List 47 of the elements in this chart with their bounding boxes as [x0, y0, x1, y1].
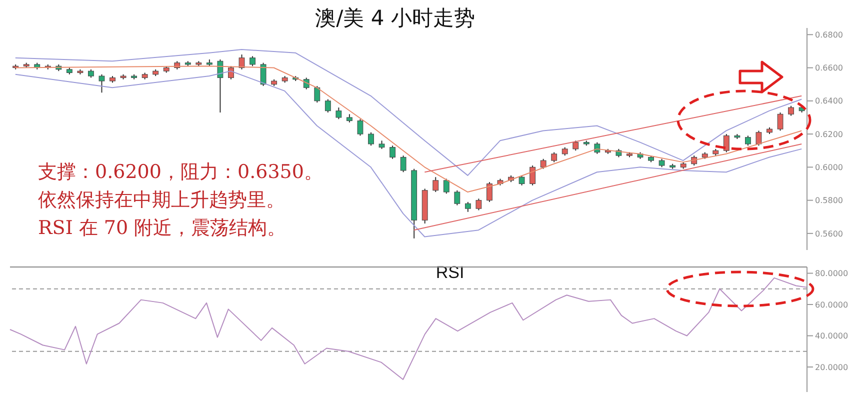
- candlestick: [260, 62, 266, 86]
- y-tick-label: 0.6400: [815, 96, 843, 106]
- candlestick: [486, 182, 492, 202]
- line-series: [14, 70, 802, 238]
- candlestick: [357, 118, 364, 136]
- line-series: [10, 277, 808, 380]
- candlestick: [443, 178, 450, 194]
- annotation: 依然保持在中期上升趋势里。: [38, 188, 286, 213]
- candlestick: [400, 155, 406, 173]
- annotation: RSI 在 70 附近，震荡结构。: [38, 216, 288, 241]
- candlestick: [228, 66, 234, 80]
- candlestick: [314, 85, 320, 104]
- candlestick: [368, 132, 374, 146]
- candlestick: [390, 145, 396, 160]
- y-tick-label: 0.6200: [815, 130, 843, 139]
- candlestick: [530, 165, 536, 186]
- candlestick: [540, 158, 546, 170]
- y-tick-label: 20.0000: [815, 362, 848, 372]
- candlestick: [723, 134, 730, 153]
- candlestick: [777, 112, 784, 132]
- candlestick: [454, 190, 460, 206]
- candlestick: [464, 201, 471, 212]
- candlestick: [336, 107, 342, 120]
- candlestick: [788, 105, 794, 116]
- candlestick: [98, 74, 105, 94]
- candlestick: [572, 140, 579, 152]
- candlestick: [551, 152, 558, 163]
- candlestick: [250, 56, 256, 67]
- y-tick-label: 0.5800: [815, 196, 843, 206]
- y-tick-label: 40.0000: [815, 332, 848, 341]
- annotation: 支撑：0.6200，阻力：0.6350。: [38, 160, 323, 185]
- candlestick: [756, 130, 762, 146]
- y-tick-label: 0.5600: [815, 229, 843, 238]
- candlestick: [432, 176, 439, 193]
- candlestick: [594, 142, 600, 154]
- chart-title: 澳/美 4 小时走势: [314, 5, 476, 32]
- candlestick: [217, 58, 224, 113]
- candlestick: [238, 54, 245, 70]
- candlestick: [745, 135, 751, 146]
- candlestick: [324, 98, 331, 113]
- y-tick-label: 60.0000: [815, 300, 848, 310]
- candlestick: [518, 174, 525, 186]
- y-tick-label: 80.0000: [815, 269, 848, 278]
- y-tick-label: 0.6600: [815, 64, 843, 73]
- candlestick: [476, 198, 482, 211]
- y-tick-label: 0.6000: [815, 163, 843, 172]
- y-tick-label: 0.6800: [815, 30, 843, 40]
